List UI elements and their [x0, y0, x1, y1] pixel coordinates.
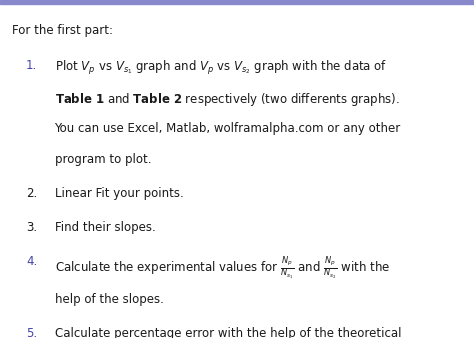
Text: 3.: 3.	[26, 221, 37, 234]
Text: 1.: 1.	[26, 59, 37, 72]
Text: Plot $V_p$ vs $V_{s_1}$ graph and $V_p$ vs $V_{s_2}$ graph with the data of: Plot $V_p$ vs $V_{s_1}$ graph and $V_p$ …	[55, 59, 387, 77]
FancyBboxPatch shape	[0, 0, 474, 4]
Text: 4.: 4.	[26, 255, 37, 268]
Text: Find their slopes.: Find their slopes.	[55, 221, 155, 234]
Text: Linear Fit your points.: Linear Fit your points.	[55, 187, 183, 200]
Text: 2.: 2.	[26, 187, 37, 200]
Text: $\mathbf{Table\ 1}$ and $\mathbf{Table\ 2}$ respectively (two differents graphs): $\mathbf{Table\ 1}$ and $\mathbf{Table\ …	[55, 91, 400, 107]
Text: Calculate the experimental values for $\frac{N_p}{N_{s_1}}$ and $\frac{N_p}{N_{s: Calculate the experimental values for $\…	[55, 255, 390, 283]
Text: help of the slopes.: help of the slopes.	[55, 293, 164, 306]
Text: 5.: 5.	[26, 327, 37, 338]
Text: For the first part:: For the first part:	[12, 24, 113, 37]
Text: program to plot.: program to plot.	[55, 153, 151, 166]
Text: Calculate percentage error with the help of the theoretical: Calculate percentage error with the help…	[55, 327, 401, 338]
Text: You can use Excel, Matlab, wolframalpha.com or any other: You can use Excel, Matlab, wolframalpha.…	[55, 122, 401, 135]
